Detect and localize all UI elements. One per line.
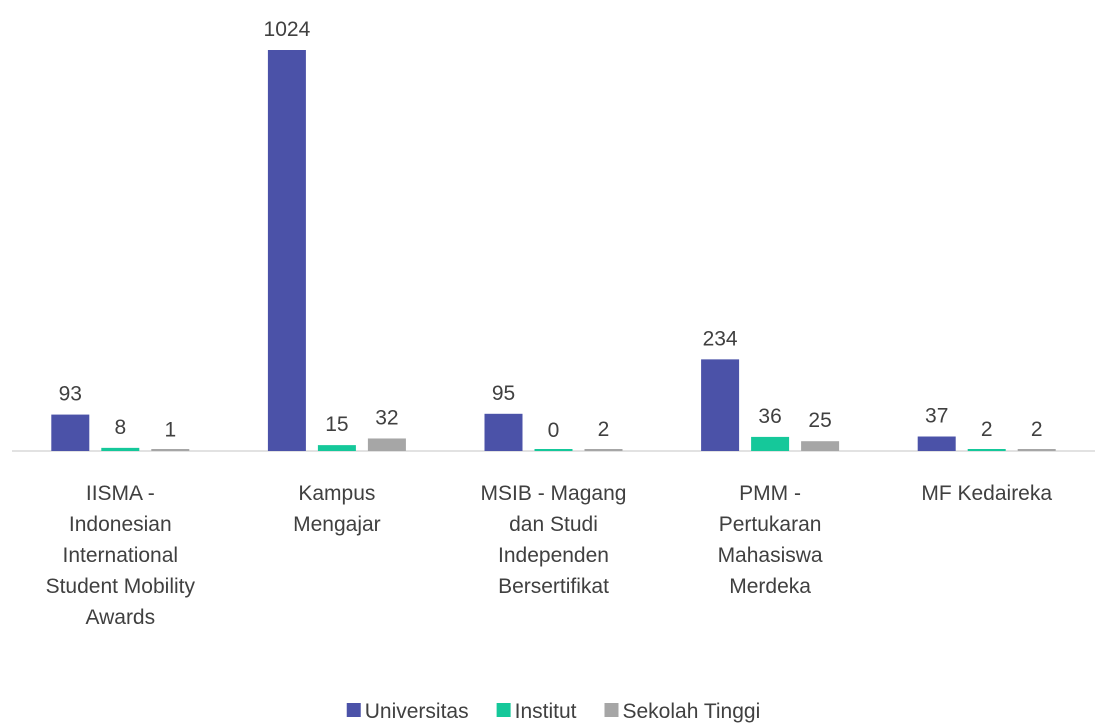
data-label: 93: [59, 383, 82, 406]
x-tick-label: PMM -Pertukaran Mahasiswa Merdeka: [718, 482, 823, 598]
data-label: 2: [1031, 418, 1043, 441]
bar: [317, 445, 356, 451]
data-label: 8: [114, 416, 126, 439]
legend-label: Sekolah Tinggi: [622, 700, 760, 723]
bar: [51, 414, 90, 451]
bar: [101, 447, 140, 451]
data-label: 37: [925, 405, 948, 428]
data-label: 1024: [264, 18, 311, 41]
data-label: 32: [375, 406, 398, 429]
legend-label: Universitas: [365, 700, 469, 723]
bar: [801, 441, 840, 451]
bar: [917, 436, 956, 451]
bar: [751, 436, 790, 451]
data-label: 95: [492, 382, 515, 405]
data-label: 2: [981, 418, 993, 441]
data-label: 1: [164, 419, 176, 442]
bar: [534, 449, 573, 451]
data-label: 25: [808, 409, 831, 432]
bar: [367, 438, 406, 451]
legend-swatch: [346, 703, 361, 717]
data-label: 15: [325, 413, 348, 436]
legend-swatch: [496, 703, 511, 717]
data-label: 2: [598, 418, 610, 441]
data-label: 234: [703, 327, 738, 350]
bar: [1017, 449, 1056, 451]
legend-label: Institut: [515, 700, 577, 723]
bar: [701, 359, 740, 451]
data-label: 0: [548, 419, 560, 442]
bar: [484, 413, 523, 451]
x-tick-label: Kampus Mengajar: [293, 482, 381, 536]
x-tick-label: IISMA -Indonesian International Student Mo…: [46, 482, 196, 629]
x-tick-label: MSIB - Magang dan Studi Independen Berserti…: [481, 482, 627, 598]
bar: [584, 449, 623, 451]
x-tick-label: MF Kedaireka: [921, 482, 1052, 505]
data-label: 36: [758, 405, 781, 428]
bar: [151, 449, 190, 451]
bar: [267, 50, 306, 451]
legend-swatch: [604, 703, 619, 717]
bar: [967, 449, 1006, 451]
